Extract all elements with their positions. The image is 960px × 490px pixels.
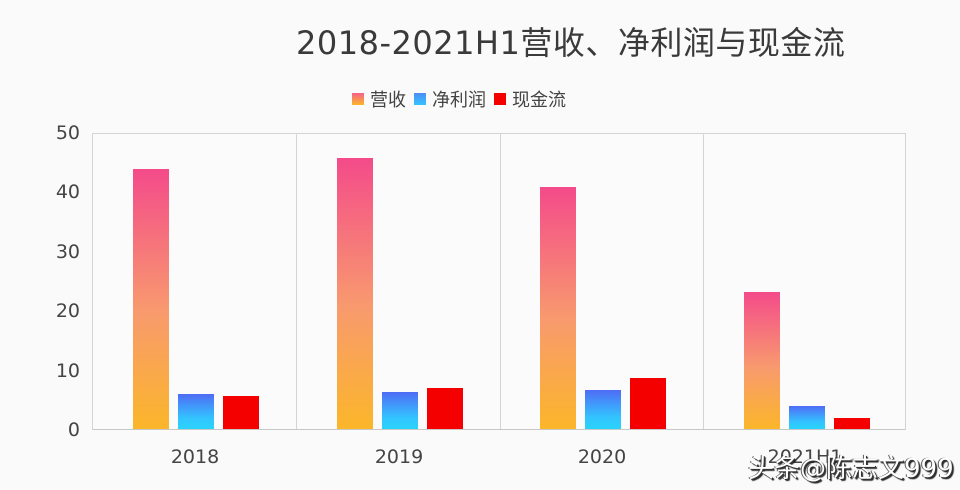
y-tick: 30 bbox=[55, 240, 80, 263]
bar-net-profit[interactable] bbox=[381, 392, 418, 429]
x-tick: 2019 bbox=[374, 446, 424, 468]
category-divider bbox=[296, 134, 297, 429]
bar-revenue[interactable] bbox=[540, 186, 576, 429]
category-divider bbox=[500, 134, 501, 429]
legend-swatch-icon bbox=[352, 93, 364, 105]
x-tick: 2021H1 bbox=[767, 446, 843, 468]
chart-title: 2018-2021H1营收、净利润与现金流 bbox=[296, 24, 846, 62]
y-tick: 20 bbox=[55, 300, 80, 323]
legend-swatch-icon bbox=[494, 93, 506, 105]
bar-cash-flow[interactable] bbox=[426, 388, 463, 429]
legend-label: 现金流 bbox=[512, 90, 566, 111]
legend: 营收 净利润 现金流 bbox=[352, 86, 574, 112]
bar-revenue[interactable] bbox=[743, 291, 780, 429]
bar-cash-flow[interactable] bbox=[223, 395, 259, 429]
bar-cash-flow[interactable] bbox=[833, 417, 870, 429]
bar-revenue[interactable] bbox=[336, 157, 373, 429]
bar-net-profit[interactable] bbox=[585, 389, 621, 429]
x-tick: 2018 bbox=[170, 446, 220, 468]
legend-item-cash-flow[interactable]: 现金流 bbox=[494, 86, 566, 112]
bar-net-profit[interactable] bbox=[178, 394, 214, 429]
legend-label: 净利润 bbox=[432, 90, 486, 111]
legend-item-revenue[interactable]: 营收 bbox=[352, 86, 406, 112]
legend-item-net-profit[interactable]: 净利润 bbox=[414, 86, 486, 112]
y-tick: 50 bbox=[55, 122, 80, 144]
category-divider bbox=[703, 134, 704, 429]
bar-net-profit[interactable] bbox=[788, 405, 825, 429]
plot-area bbox=[92, 133, 906, 430]
legend-label: 营收 bbox=[370, 90, 406, 111]
y-tick: 10 bbox=[55, 359, 80, 382]
bar-cash-flow[interactable] bbox=[630, 378, 666, 429]
x-tick: 2020 bbox=[577, 446, 627, 468]
y-tick: 0 bbox=[67, 419, 80, 441]
bar-revenue[interactable] bbox=[133, 169, 169, 429]
y-tick: 40 bbox=[55, 181, 80, 204]
watermark: 头条@陈志文999 bbox=[748, 454, 954, 484]
legend-swatch-icon bbox=[414, 93, 426, 105]
